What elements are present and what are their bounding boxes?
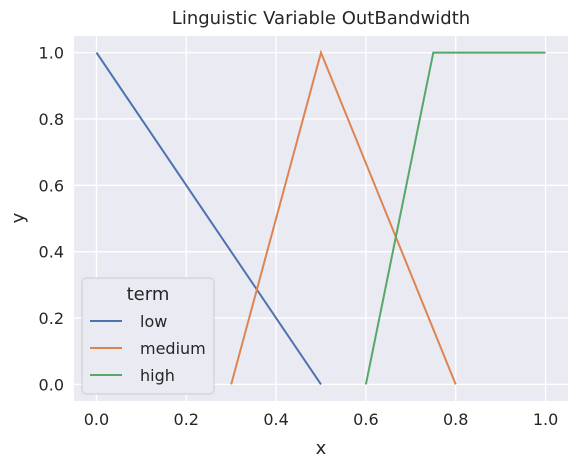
legend-label-medium: medium <box>140 339 206 358</box>
y-axis-label: y <box>8 212 29 223</box>
y-tick-label: 1.0 <box>39 44 64 63</box>
y-ticks: 0.0 0.2 0.4 0.6 0.8 1.0 <box>39 44 64 395</box>
x-tick-label: 0.8 <box>443 410 468 429</box>
x-tick-label: 0.0 <box>84 410 109 429</box>
x-tick-label: 1.0 <box>533 410 558 429</box>
legend: term low medium high <box>82 278 214 394</box>
legend-label-high: high <box>140 366 175 385</box>
y-tick-label: 0.8 <box>39 110 64 129</box>
y-tick-label: 0.2 <box>39 309 64 328</box>
x-tick-label: 0.6 <box>353 410 378 429</box>
y-tick-label: 0.6 <box>39 176 64 195</box>
y-tick-label: 0.0 <box>39 375 64 394</box>
legend-label-low: low <box>140 312 167 331</box>
x-tick-label: 0.2 <box>174 410 199 429</box>
chart-title: Linguistic Variable OutBandwidth <box>172 8 470 29</box>
legend-title: term <box>127 284 170 305</box>
x-axis-label: x <box>316 438 327 459</box>
y-tick-label: 0.4 <box>39 243 64 262</box>
x-tick-label: 0.4 <box>263 410 288 429</box>
x-ticks: 0.0 0.2 0.4 0.6 0.8 1.0 <box>84 410 559 429</box>
